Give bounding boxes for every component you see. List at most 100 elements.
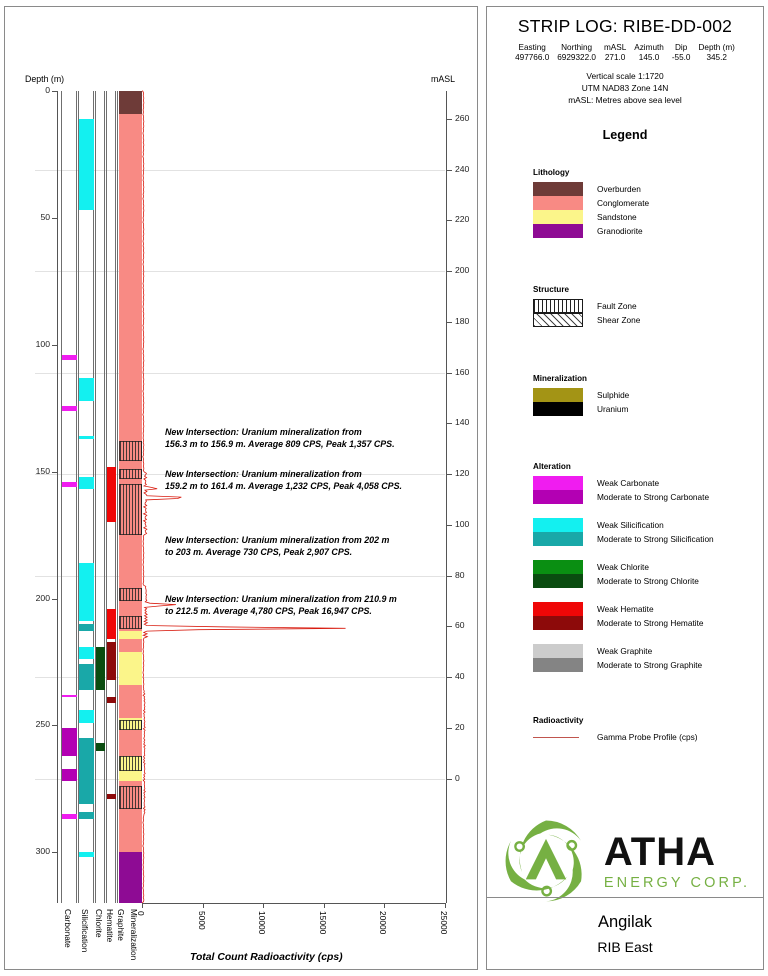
- legend-label-weak: Weak Hematite: [597, 604, 654, 614]
- legend-item: Conglomerate: [533, 196, 759, 210]
- legend-label-weak: Weak Silicification: [597, 520, 664, 530]
- masl-tick-label: 160: [455, 366, 470, 377]
- legend-swatch: [533, 224, 583, 238]
- alteration-segment-hematite: [107, 793, 116, 799]
- legend-swatch-pair: [533, 560, 583, 588]
- collar-value-2: 271.0: [604, 53, 626, 62]
- lithology-segment: [119, 651, 142, 685]
- scale-notes: Vertical scale 1:1720 UTM NAD83 Zone 14N…: [487, 71, 763, 107]
- page-title: STRIP LOG: RIBE-DD-002: [517, 16, 733, 36]
- legend-swatch-weak: [533, 518, 583, 532]
- x-tick-label: 20000: [378, 911, 389, 935]
- track-silicification: [78, 91, 94, 903]
- fault-zone-overlay: [119, 720, 142, 731]
- alteration-segment-chlorite: [96, 646, 105, 690]
- legend-label-weak: Weak Graphite: [597, 646, 653, 656]
- track-label-hematite: Hematite: [105, 909, 115, 943]
- depth-tick: [52, 725, 57, 727]
- legend-label-strong: Moderate to Strong Graphite: [597, 660, 703, 670]
- alteration-segment-carbonate: [62, 694, 77, 698]
- masl-tick-label: 200: [455, 265, 470, 276]
- depth-tick-label: 250: [35, 719, 50, 730]
- masl-tick: [447, 677, 452, 679]
- legend-group-alteration: Alteration Weak Carbonate Moderate to Stro…: [533, 462, 759, 686]
- vertical-scale-note: Vertical scale 1:1720: [586, 71, 664, 81]
- legend-item: Gamma Probe Profile (cps): [533, 730, 759, 744]
- masl-tick: [447, 778, 452, 780]
- lithology-segment: [119, 91, 142, 114]
- legend-swatch: [533, 210, 583, 224]
- legend-item-pair: Weak Chlorite Moderate to Strong Chlorite: [533, 560, 759, 588]
- legend-swatch-weak: [533, 644, 583, 658]
- legend-heading: Structure: [533, 285, 569, 294]
- masl-tick-label: 20: [455, 721, 465, 732]
- footer-block: Angilak RIB East: [487, 897, 763, 969]
- legend-swatch-pair: [533, 476, 583, 504]
- x-axis-label: Total Count Radioactivity (cps): [190, 952, 343, 963]
- collar-header-3: Azimuth: [634, 43, 664, 52]
- depth-tick: [52, 217, 57, 219]
- company-logo: ATHA ENERGY CORP.: [487, 807, 763, 915]
- legend-swatch-pair: [533, 644, 583, 672]
- legend-label: Overburden: [597, 184, 641, 194]
- strip-log-panel: Depth (m) 0 50 100 150 200 250 300 mASL 0 20 40 60 80…: [4, 6, 478, 970]
- x-tick: [263, 903, 265, 908]
- legend-label-weak: Weak Chlorite: [597, 562, 649, 572]
- legend-label: Granodiorite: [597, 226, 643, 236]
- alteration-segment-silicification: [79, 852, 94, 858]
- legend-group-structure: Structure Fault Zone Shear Zone: [533, 285, 759, 327]
- legend-group-mineralization: Mineralization Sulphide Uranium: [533, 374, 759, 416]
- annotation-1: New Intersection: Uranium mineralization…: [165, 426, 395, 450]
- x-tick: [323, 903, 325, 908]
- collar-value-4: -55.0: [671, 53, 691, 62]
- alteration-segment-silicification: [79, 436, 94, 439]
- alteration-segment-carbonate: [62, 768, 77, 782]
- legend-label-strong: Moderate to Strong Silicification: [597, 534, 714, 544]
- x-tick: [445, 903, 446, 908]
- masl-tick: [447, 169, 452, 171]
- legend-item: Sandstone: [533, 210, 759, 224]
- collar-value-0: 497766.0: [515, 53, 550, 62]
- collar-coordinates-table: Easting Northing mASL Azimuth Dip Depth (m) 4…: [511, 43, 739, 63]
- alteration-segment-carbonate: [62, 481, 77, 487]
- legend-item: Shear Zone: [533, 313, 759, 327]
- alteration-segment-carbonate: [62, 727, 77, 756]
- legend-swatch-strong: [533, 574, 583, 588]
- depth-tick: [52, 91, 57, 92]
- annotation-line-1: New Intersection: Uranium mineralization…: [165, 535, 390, 545]
- legend-group-lithology: Lithology Overburden Conglomerate Sandstone…: [533, 168, 759, 238]
- alteration-segment-silicification: [79, 710, 94, 723]
- alteration-segment-hematite: [107, 466, 116, 523]
- annotation-2: New Intersection: Uranium mineralization…: [165, 468, 402, 492]
- legend-label: Sandstone: [597, 212, 637, 222]
- track-label-silicification: Silicification: [80, 909, 90, 953]
- fault-zone-overlay: [119, 441, 142, 462]
- annotation-line-2: 156.3 m to 156.9 m. Average 809 CPS, Pea…: [165, 439, 395, 450]
- masl-tick: [447, 118, 452, 120]
- legend-swatch: [533, 182, 583, 196]
- legend-swatch-strong: [533, 490, 583, 504]
- legend-item-pair: Weak Carbonate Moderate to Strong Carbona…: [533, 476, 759, 504]
- legend-group-radioactivity: Radioactivity Gamma Probe Profile (cps): [533, 716, 759, 744]
- legend-label-strong: Moderate to Strong Hematite: [597, 618, 704, 628]
- legend-swatch: [533, 299, 583, 313]
- fault-zone-overlay: [119, 588, 142, 602]
- legend-swatch-strong: [533, 532, 583, 546]
- masl-tick: [447, 626, 452, 628]
- annotation-line-1: New Intersection: Uranium mineralization…: [165, 427, 362, 437]
- alteration-segment-hematite: [107, 608, 116, 640]
- alteration-segment-silicification: [79, 664, 94, 690]
- collar-value-3: 145.0: [638, 53, 660, 62]
- x-tick: [142, 903, 143, 908]
- collar-header-4: Dip: [675, 43, 688, 52]
- depth-axis-label: Depth (m): [25, 74, 65, 84]
- masl-tick-label: 180: [455, 315, 470, 326]
- masl-tick: [447, 220, 452, 222]
- legend-swatch-strong: [533, 616, 583, 630]
- masl-tick: [447, 271, 452, 273]
- alteration-segment-hematite: [107, 641, 116, 680]
- collar-value-1: 6929322.0: [557, 53, 596, 62]
- annotation-line-2: 159.2 m to 161.4 m. Average 1,232 CPS, P…: [165, 481, 402, 492]
- masl-note: mASL: Metres above sea level: [568, 94, 682, 105]
- depth-tick-label: 200: [35, 592, 50, 603]
